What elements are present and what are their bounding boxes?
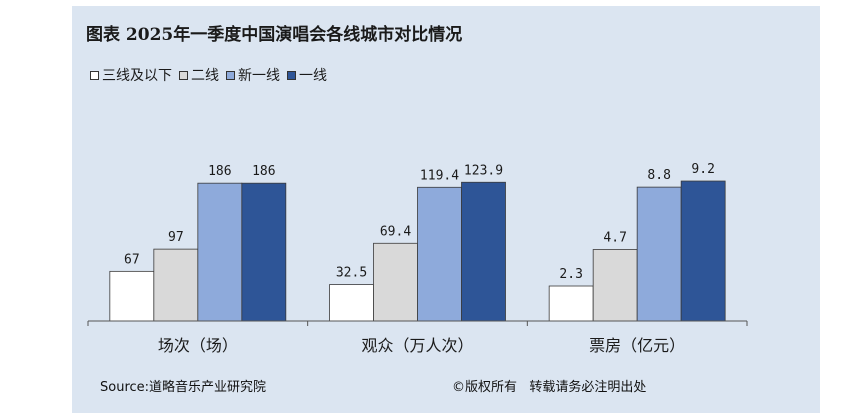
legend-label-tier3: 三线及以下 [102, 68, 172, 84]
legend-label-tier1: 一线 [299, 68, 327, 84]
data-label-0-0: 67 [124, 252, 140, 267]
bar-0-1 [153, 248, 199, 322]
data-label-0-2: 186 [208, 164, 231, 179]
bar-2-0 [548, 285, 594, 322]
bar-1-3 [461, 181, 506, 322]
data-label-2-3: 9.2 [691, 162, 714, 177]
legend-item-tier1: 一线 [287, 65, 327, 85]
bar-2-3 [680, 180, 726, 322]
legend-swatch-tier1 [287, 70, 296, 80]
bar-0-2 [197, 182, 243, 322]
category-label-1: 观众（万人次） [361, 336, 473, 355]
data-label-2-1: 4.7 [603, 231, 626, 246]
legend-swatch-new-tier1 [226, 70, 235, 80]
legend-item-tier3: 三线及以下 [90, 65, 172, 85]
bar-2-2 [636, 186, 682, 322]
bar-0-0 [109, 270, 155, 322]
copyright-note: ©版权所有 转载请务必注明出处 [452, 380, 647, 395]
bar-1-0 [329, 284, 374, 322]
category-label-2: 票房（亿元） [589, 336, 685, 355]
chart-title: 图表 2025年一季度中国演唱会各线城市对比情况 [86, 25, 463, 45]
data-label-0-3: 186 [252, 164, 275, 179]
legend: 三线及以下 二线 新一线 一线 [90, 65, 334, 85]
category-label-0: 场次（场） [158, 336, 238, 355]
data-label-0-1: 97 [168, 230, 184, 245]
legend-swatch-tier2 [179, 70, 188, 80]
legend-item-new-tier1: 新一线 [226, 65, 280, 85]
source-note: Source:道略音乐产业研究院 [100, 380, 267, 395]
data-label-1-3: 123.9 [464, 163, 503, 178]
legend-swatch-tier3 [90, 70, 99, 80]
bar-0-3 [241, 182, 287, 322]
bar-2-1 [592, 249, 638, 322]
bar-1-2 [417, 186, 462, 322]
legend-label-tier2: 二线 [191, 68, 219, 84]
bar-1-1 [373, 242, 418, 322]
data-label-1-0: 32.5 [336, 266, 367, 281]
data-label-1-1: 69.4 [380, 224, 411, 239]
data-label-2-0: 2.3 [559, 267, 582, 282]
data-label-2-2: 8.8 [647, 168, 670, 183]
legend-label-new-tier1: 新一线 [238, 68, 280, 84]
legend-item-tier2: 二线 [179, 65, 219, 85]
data-label-1-2: 119.4 [420, 168, 459, 183]
